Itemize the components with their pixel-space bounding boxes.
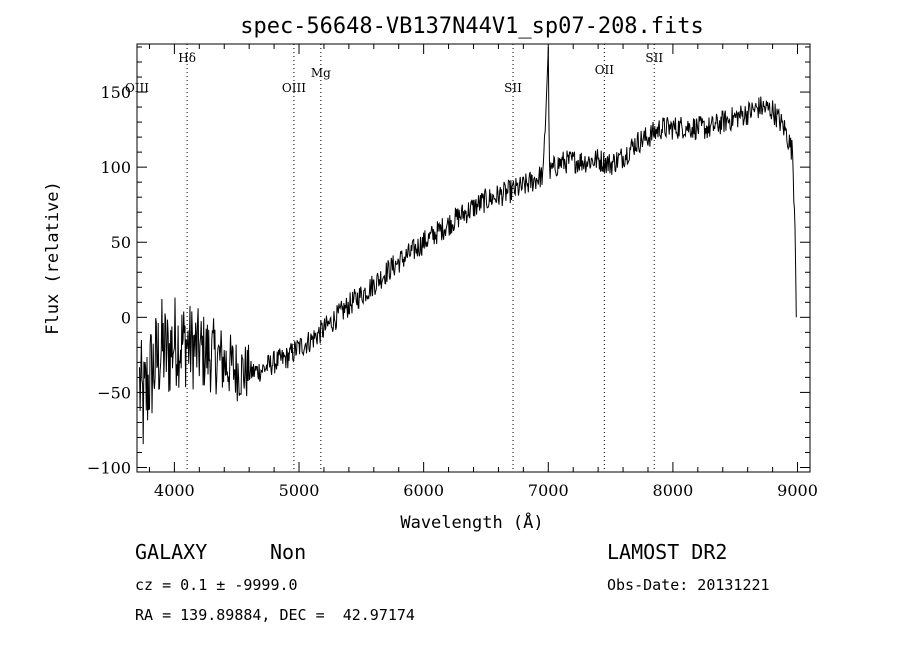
x-axis-label: Wavelength (Å) [400,511,543,533]
y-tick-label: −100 [87,458,131,477]
spectrum-line [139,46,797,445]
survey-name: LAMOST DR2 [607,540,728,564]
y-tick-label: 100 [100,158,131,177]
spectrum-chart: spec-56648-VB137N44V1_sp07-208.fits 4000… [43,14,818,533]
redshift-cz: cz = 0.1 ± -9999.0 [135,576,298,594]
y-tick-label: 50 [111,233,131,252]
y-tick-label: 0 [121,308,131,327]
ra-dec: RA = 139.89884, DEC = 42.97174 [135,606,415,624]
y-axis-label: Flux (relative) [43,181,63,335]
object-subclass: Non [270,540,307,564]
object-class: GALAXY [135,540,208,564]
x-tick-label: 8000 [653,481,694,500]
plot-frame [136,43,811,473]
line-marker-label: OII [595,63,615,77]
x-tick-label: 7000 [528,481,569,500]
line-marker-label: Hδ [178,51,196,65]
y-tick-label: 150 [100,83,131,102]
x-tick-label: 6000 [403,481,444,500]
line-marker-label: Mg [311,66,331,80]
x-tick-label: 9000 [777,481,818,500]
line-marker-label: SII [504,81,522,95]
observation-date: Obs-Date: 20131221 [607,576,770,594]
line-marker-label: OIII [282,81,306,95]
axis-tick-labels: 4000 5000 6000 7000 8000 9000 −100 −50 0 50 100 150 [87,83,818,500]
y-tick-label: −50 [97,383,131,402]
edge-line-label: OIII [125,81,149,95]
axis-ticks [137,44,810,472]
x-tick-label: 5000 [279,481,320,500]
chart-title: spec-56648-VB137N44V1_sp07-208.fits [240,14,704,39]
line-marker-label: SII [645,51,663,65]
x-tick-label: 4000 [154,481,195,500]
emission-line-markers: Hδ OIII Mg SII OII SII OIII [125,44,663,472]
